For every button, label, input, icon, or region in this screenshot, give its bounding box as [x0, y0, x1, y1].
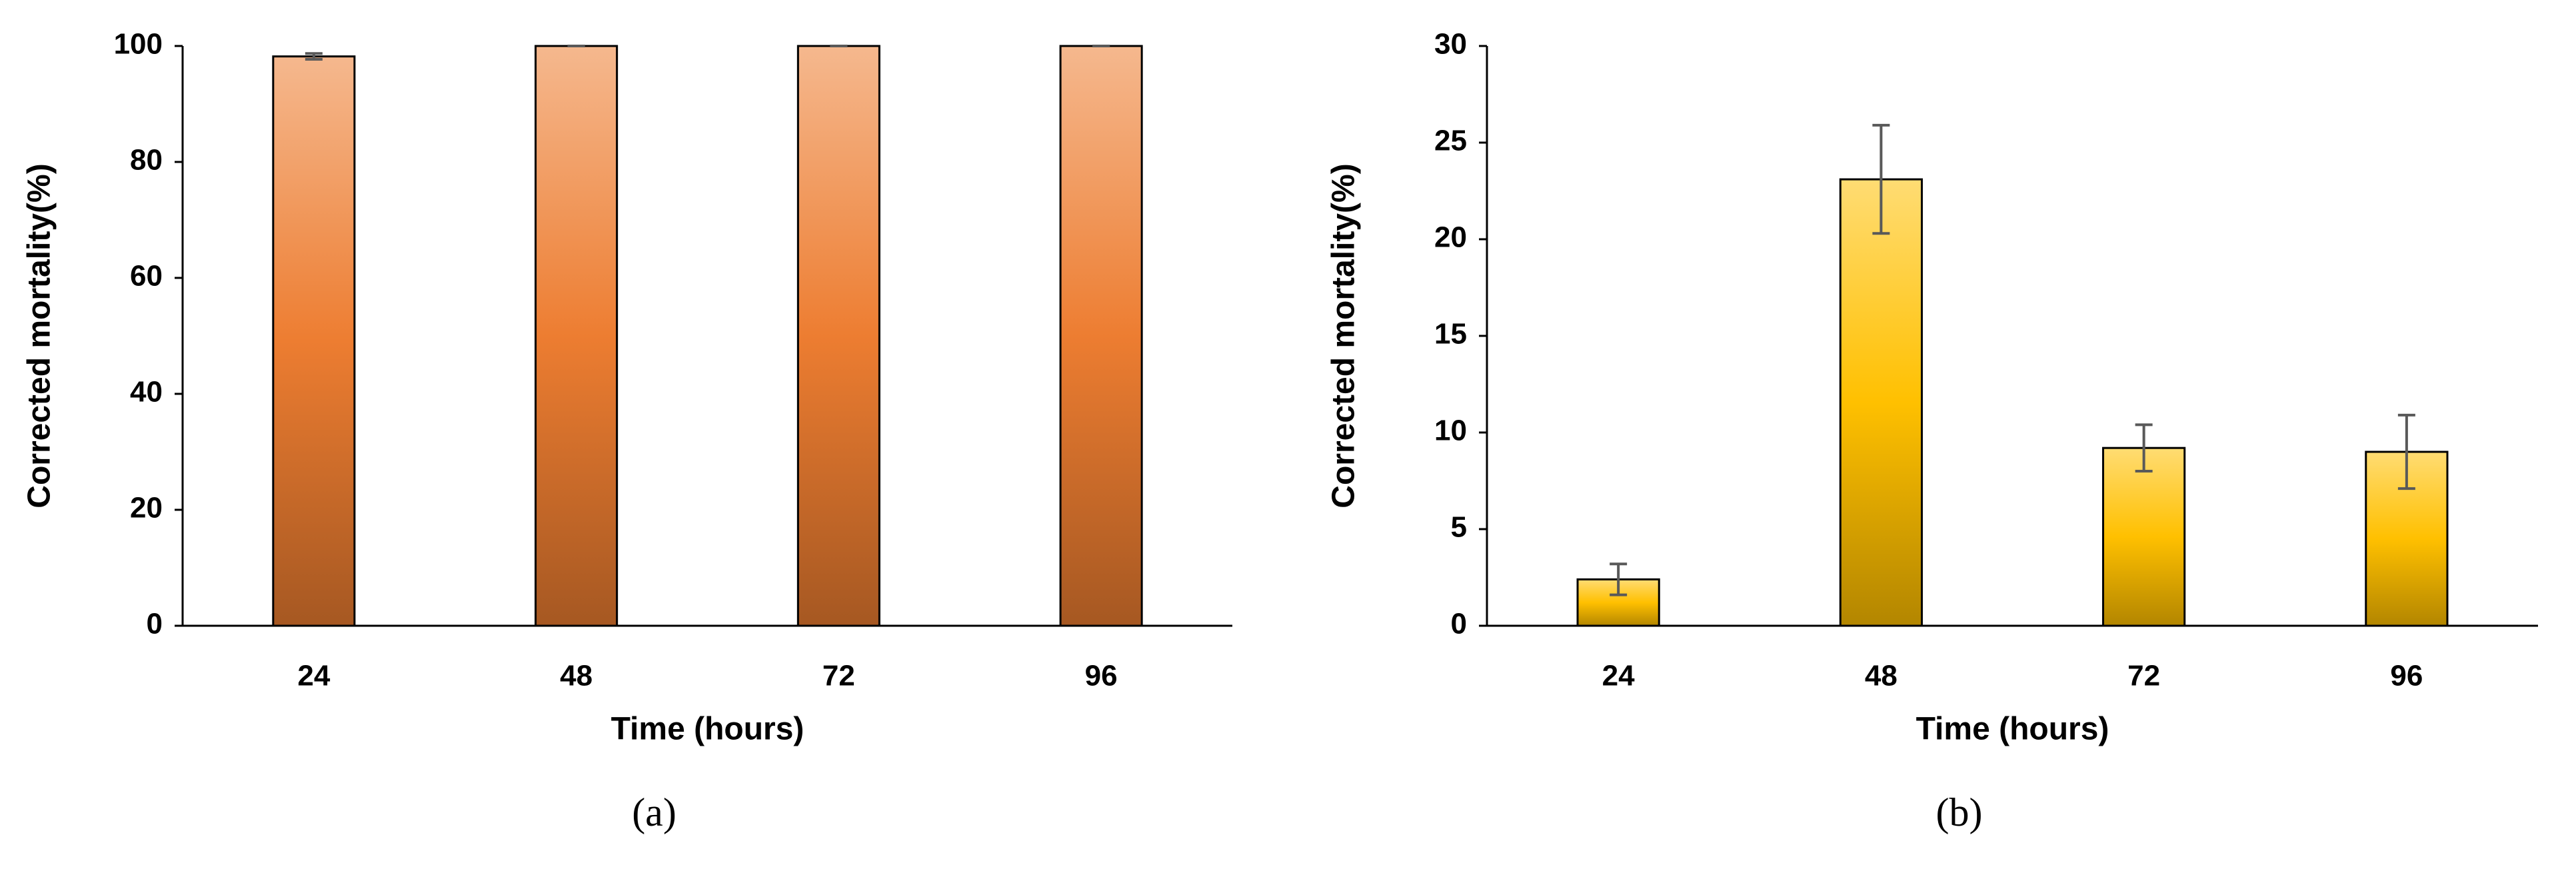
x-tick-label: 96: [1085, 660, 1118, 692]
y-tick-label: 15: [1434, 318, 1467, 351]
error-bar: [1872, 123, 1890, 235]
x-tick-label: 72: [2127, 660, 2160, 692]
y-tick-label: 5: [1451, 511, 1467, 544]
caption: (a): [632, 790, 676, 834]
y-tick-label: 25: [1434, 125, 1467, 157]
x-tick-label: 48: [560, 660, 593, 692]
y-axis-title: Corrected mortality(%): [1326, 163, 1362, 508]
y-tick-label: 30: [1434, 28, 1467, 61]
y-tick-label: 60: [130, 260, 163, 293]
error-bar: [2135, 423, 2153, 472]
x-tick-label: 96: [2390, 660, 2423, 692]
x-tick-label: 72: [822, 660, 855, 692]
error-bar: [1610, 562, 1628, 596]
caption: (b): [1936, 790, 1983, 834]
bar: [2365, 450, 2449, 627]
x-tick-label: 48: [1865, 660, 1898, 692]
bar: [272, 55, 356, 627]
y-tick-label: 0: [147, 608, 163, 640]
error-bar: [305, 52, 323, 61]
y-tick-label: 0: [1451, 608, 1467, 640]
y-tick-label: 100: [114, 28, 163, 61]
bar: [1059, 45, 1143, 627]
bar: [796, 45, 880, 627]
bar: [2102, 446, 2186, 627]
error-bar: [2397, 413, 2415, 490]
y-tick-label: 20: [1434, 221, 1467, 254]
x-tick-label: 24: [297, 660, 330, 692]
x-tick-label: 24: [1602, 660, 1635, 692]
y-axis-title: Corrected mortality(%): [22, 163, 57, 508]
y-tick-label: 80: [130, 144, 163, 177]
bar: [535, 45, 619, 627]
x-axis-title: Time (hours): [1916, 712, 2109, 747]
y-tick-label: 40: [130, 376, 163, 409]
y-tick-label: 10: [1434, 415, 1467, 447]
y-tick-label: 20: [130, 492, 163, 524]
x-axis-title: Time (hours): [611, 712, 804, 747]
bar: [1839, 178, 1923, 627]
